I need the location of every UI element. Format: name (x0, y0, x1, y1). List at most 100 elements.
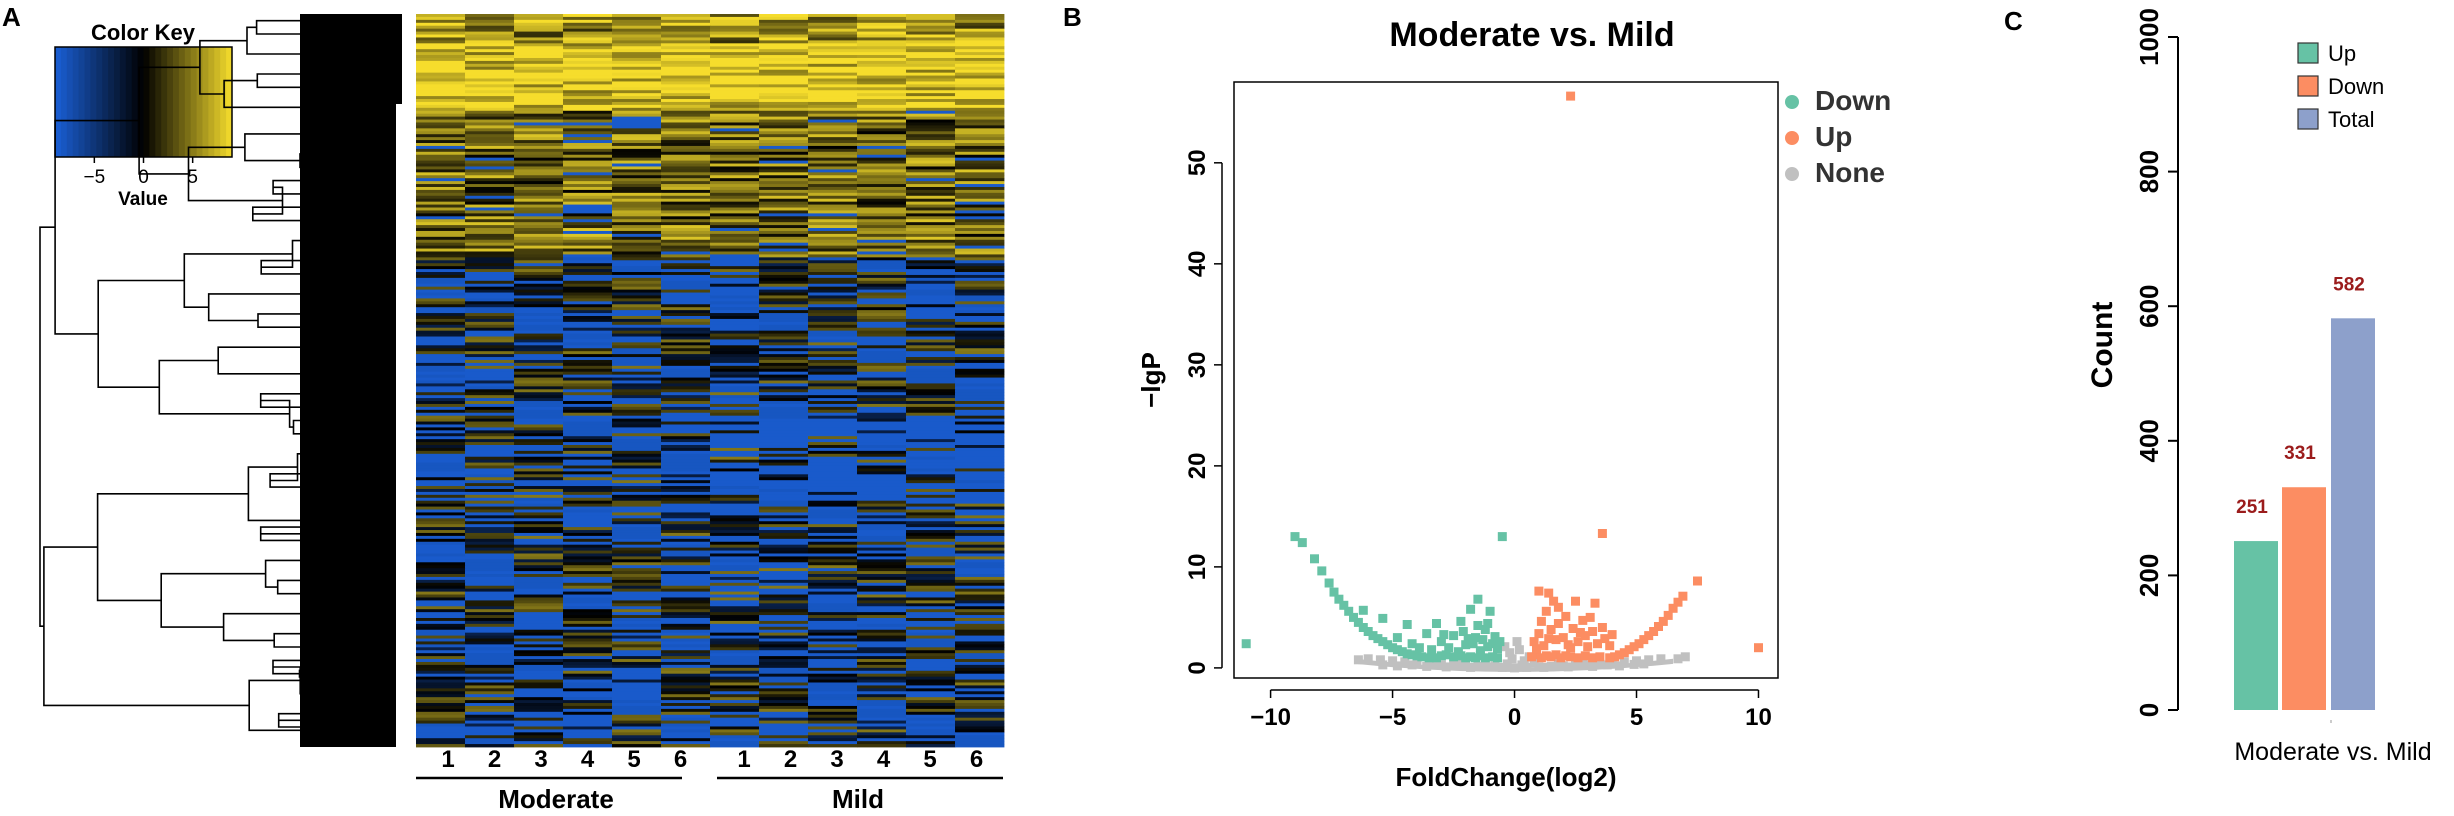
heatmap-cell (563, 609, 613, 613)
heatmap-cell (759, 445, 809, 449)
heatmap-cell (465, 318, 515, 323)
heatmap-cell (808, 213, 858, 217)
heatmap-cell (955, 228, 1005, 232)
heatmap-cell (906, 230, 956, 235)
heatmap-cell (906, 579, 956, 584)
heatmap-cell (906, 251, 956, 255)
heatmap-cell (857, 568, 907, 572)
heatmap-cell (465, 233, 515, 238)
heatmap-cell (857, 128, 907, 132)
heatmap-cell (612, 140, 662, 144)
heatmap-cell (906, 192, 956, 197)
heatmap-cell (416, 339, 466, 343)
heatmap-cell (857, 371, 907, 376)
heatmap-cell (710, 204, 760, 208)
heatmap-cell (612, 565, 662, 569)
heatmap-cell (710, 310, 760, 314)
heatmap-cell (465, 673, 515, 678)
heatmap-cell (955, 16, 1005, 21)
heatmap-cell (710, 254, 760, 258)
heatmap-cell (465, 594, 515, 598)
heatmap-cell (612, 90, 662, 94)
heatmap-cell (563, 116, 613, 120)
heatmap-cell (857, 201, 907, 205)
heatmap-cell (612, 682, 662, 686)
heatmap-cell (857, 55, 907, 59)
heatmap-cell (661, 629, 711, 634)
heatmap-cell (906, 538, 956, 543)
heatmap-cell (661, 439, 711, 443)
heatmap-cell (514, 184, 564, 188)
heatmap-cell (808, 104, 858, 109)
heatmap-cell (759, 644, 809, 648)
heatmap-cell (710, 521, 760, 525)
heatmap-cell (955, 480, 1005, 484)
heatmap-cell (955, 708, 1005, 713)
heatmap-cell (857, 43, 907, 47)
heatmap-cell (612, 559, 662, 563)
heatmap-cell (759, 316, 809, 320)
heatmap-cell (857, 527, 907, 531)
heatmap-cell (906, 318, 956, 323)
heatmap-cell (710, 462, 760, 466)
heatmap-cell (612, 122, 662, 126)
heatmap-cell (906, 682, 956, 686)
heatmap-cell (465, 339, 515, 343)
heatmap-cell (612, 383, 662, 387)
volcano-point-up (1678, 591, 1688, 601)
heatmap-cell (612, 409, 662, 414)
heatmap-cell (563, 228, 613, 232)
heatmap-cell (710, 351, 760, 355)
heatmap-cell (465, 75, 515, 79)
heatmap-cell (563, 90, 613, 94)
heatmap-cell (710, 433, 760, 437)
bar-legend-label: Total (2328, 107, 2374, 132)
heatmap-cell (906, 368, 956, 373)
heatmap-cell (808, 494, 858, 499)
heatmap-cell (563, 409, 613, 414)
heatmap-cell (808, 403, 858, 408)
heatmap-cell (416, 620, 466, 625)
heatmap-cell (612, 348, 662, 352)
heatmap-cell (612, 403, 662, 408)
heatmap-cell (857, 277, 907, 282)
heatmap-cell (514, 37, 564, 41)
heatmap-cell (563, 524, 613, 528)
heatmap-cell (514, 266, 564, 270)
heatmap-cell (955, 113, 1005, 118)
heatmap-cell (661, 228, 711, 232)
volcano-point-down (1424, 653, 1434, 663)
heatmap-cell (906, 28, 956, 32)
heatmap-cell (416, 377, 466, 381)
heatmap-cell (563, 697, 613, 701)
volcano-point-up (1541, 606, 1551, 616)
heatmap-cell (857, 459, 907, 463)
heatmap-cell (465, 500, 515, 505)
heatmap-cell (710, 609, 760, 613)
heatmap-cell (906, 603, 956, 607)
heatmap-cell (906, 600, 956, 604)
heatmap-cell (563, 392, 613, 396)
heatmap-cell (465, 676, 515, 680)
volcano-point-up (1553, 619, 1563, 628)
heatmap-cell (465, 166, 515, 170)
heatmap-cell (661, 656, 711, 660)
heatmap-cell (759, 597, 809, 601)
heatmap-cell (465, 113, 515, 118)
heatmap-cell (906, 110, 956, 115)
heatmap-cell (416, 544, 466, 549)
heatmap-cell (857, 629, 907, 634)
heatmap-cell (612, 236, 662, 241)
heatmap-cell (710, 480, 760, 484)
heatmap-cell (661, 635, 711, 639)
heatmap-cell (612, 585, 662, 590)
heatmap-cell (906, 213, 956, 217)
heatmap-cell (465, 365, 515, 370)
heatmap-cell (465, 700, 515, 704)
heatmap-cell (612, 60, 662, 65)
panel-b-label: B (1063, 2, 1082, 32)
heatmap-cell (416, 714, 466, 719)
heatmap-cell (906, 641, 956, 645)
bar-down (2282, 487, 2326, 710)
heatmap-cell (416, 723, 466, 727)
